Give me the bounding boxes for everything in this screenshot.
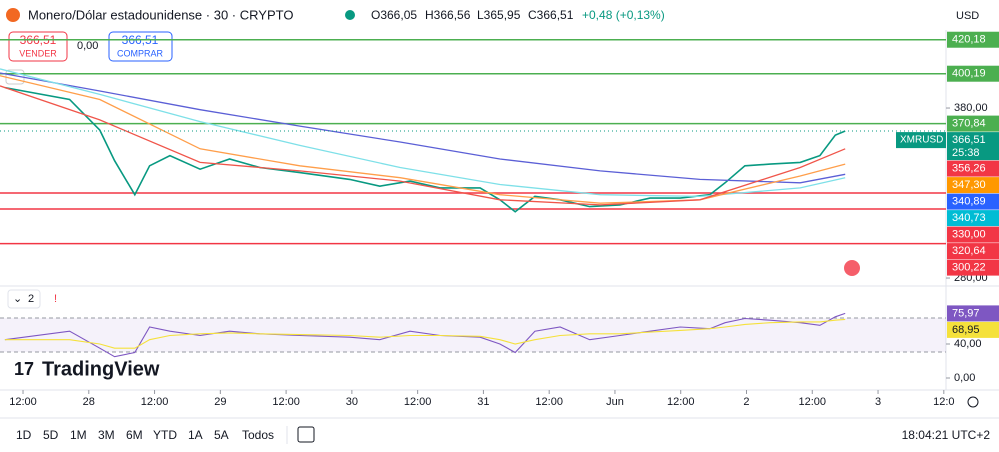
price-label-box	[947, 31, 999, 48]
indicator-alert[interactable]: !	[54, 293, 57, 305]
currency[interactable]: USD	[956, 10, 979, 22]
symbol-label: XMRUSD	[900, 135, 943, 146]
price-label-box	[947, 193, 999, 210]
price-label: 370,84	[952, 118, 986, 130]
y-tick-label: 40,00	[954, 338, 982, 350]
rsi-band	[0, 318, 946, 352]
price-label: 320,64	[952, 245, 986, 257]
countdown: 25:38	[952, 147, 980, 159]
brand: TradingView	[42, 358, 160, 380]
ohlc-close: C366,51	[528, 8, 574, 22]
price-label-box	[947, 115, 999, 132]
symbol-box	[896, 132, 946, 149]
price-label-box	[947, 160, 999, 177]
x-tick-label: 31	[477, 396, 489, 408]
buy-label[interactable]: COMPRAR	[117, 48, 164, 58]
range-button[interactable]: 1M	[70, 428, 87, 442]
x-tick-label: 30	[346, 396, 358, 408]
x-tick-label: 12:00	[141, 396, 169, 408]
price-label: 347,30	[952, 179, 986, 191]
coin-icon	[6, 8, 20, 22]
sell-label[interactable]: VENDER	[19, 48, 57, 58]
price-label: 340,89	[952, 196, 986, 208]
series-line	[0, 75, 846, 204]
range-button[interactable]: 5A	[214, 428, 229, 442]
series-line	[0, 72, 846, 184]
x-tick-label: 12:00	[272, 396, 300, 408]
x-tick-label: 29	[214, 396, 226, 408]
x-tick-label: 12:00	[9, 396, 37, 408]
x-tick-label: 2	[743, 396, 749, 408]
ohlc-high: H366,56	[425, 8, 471, 22]
series-line	[4, 312, 846, 358]
range-button[interactable]: 1A	[188, 428, 203, 442]
price-label: 356,26	[952, 163, 986, 175]
price-label: 400,19	[952, 68, 986, 80]
x-tick-label: 3	[875, 396, 881, 408]
chevron: ⌄	[13, 293, 22, 305]
x-tick-label: 12:00	[799, 396, 827, 408]
currency-button[interactable]	[951, 4, 991, 26]
series-line	[0, 68, 846, 198]
price-label-box	[947, 210, 999, 227]
clock: 18:04:21 UTC+2	[902, 428, 991, 442]
series-line	[4, 318, 846, 349]
symbol-title[interactable]: Monero/Dólar estadounidense · 30 · CRYPT…	[28, 7, 293, 22]
range-button[interactable]: YTD	[153, 428, 177, 442]
ohlc-low: L365,95	[477, 8, 521, 22]
price-label: 75,97	[952, 307, 980, 319]
y-tick-label: 0,00	[954, 372, 975, 384]
price-label-box	[947, 321, 999, 338]
brand-logo: 17	[14, 359, 34, 379]
settings-icon[interactable]	[967, 396, 979, 408]
indicator-count[interactable]: 2	[28, 293, 34, 305]
price-label: 340,73	[952, 212, 986, 224]
y-tick-label: 380,00	[954, 102, 988, 114]
x-tick-label: 12:00	[535, 396, 563, 408]
price-label: 366,51	[952, 134, 986, 146]
series-line	[4, 86, 846, 213]
event-icon[interactable]	[844, 260, 860, 276]
series-line	[0, 85, 846, 206]
range-button[interactable]: 5D	[43, 428, 59, 442]
indicator-toggle[interactable]	[7, 289, 41, 309]
x-tick-label: 12:00	[404, 396, 432, 408]
x-tick-label: 28	[83, 396, 95, 408]
price-label-box	[947, 243, 999, 260]
range-button[interactable]: 1D	[16, 428, 32, 442]
price-label-box	[947, 132, 999, 161]
price-label: 300,22	[952, 262, 986, 274]
x-tick-label: 12:00	[667, 396, 695, 408]
price-label: 330,00	[952, 229, 986, 241]
range-button[interactable]: 6M	[126, 428, 143, 442]
price-label: 68,95	[952, 324, 980, 336]
price-label-box	[947, 65, 999, 82]
ohlc-open: O366,05	[371, 8, 417, 22]
market-status	[345, 10, 355, 20]
ohlc-change: +0,48 (+0,13%)	[582, 8, 665, 22]
price-label: 420,18	[952, 34, 986, 46]
x-tick-label: 12:0	[933, 396, 954, 408]
x-tick-label: Jun	[606, 396, 624, 408]
price-label-box	[947, 177, 999, 194]
price-label-box	[947, 259, 999, 276]
range-button[interactable]: 3M	[98, 428, 115, 442]
price-label-box	[947, 226, 999, 243]
calendar-icon[interactable]	[297, 426, 315, 443]
price-label-box	[947, 305, 999, 322]
spread: 0,00	[77, 40, 98, 52]
range-button[interactable]: Todos	[242, 428, 274, 442]
